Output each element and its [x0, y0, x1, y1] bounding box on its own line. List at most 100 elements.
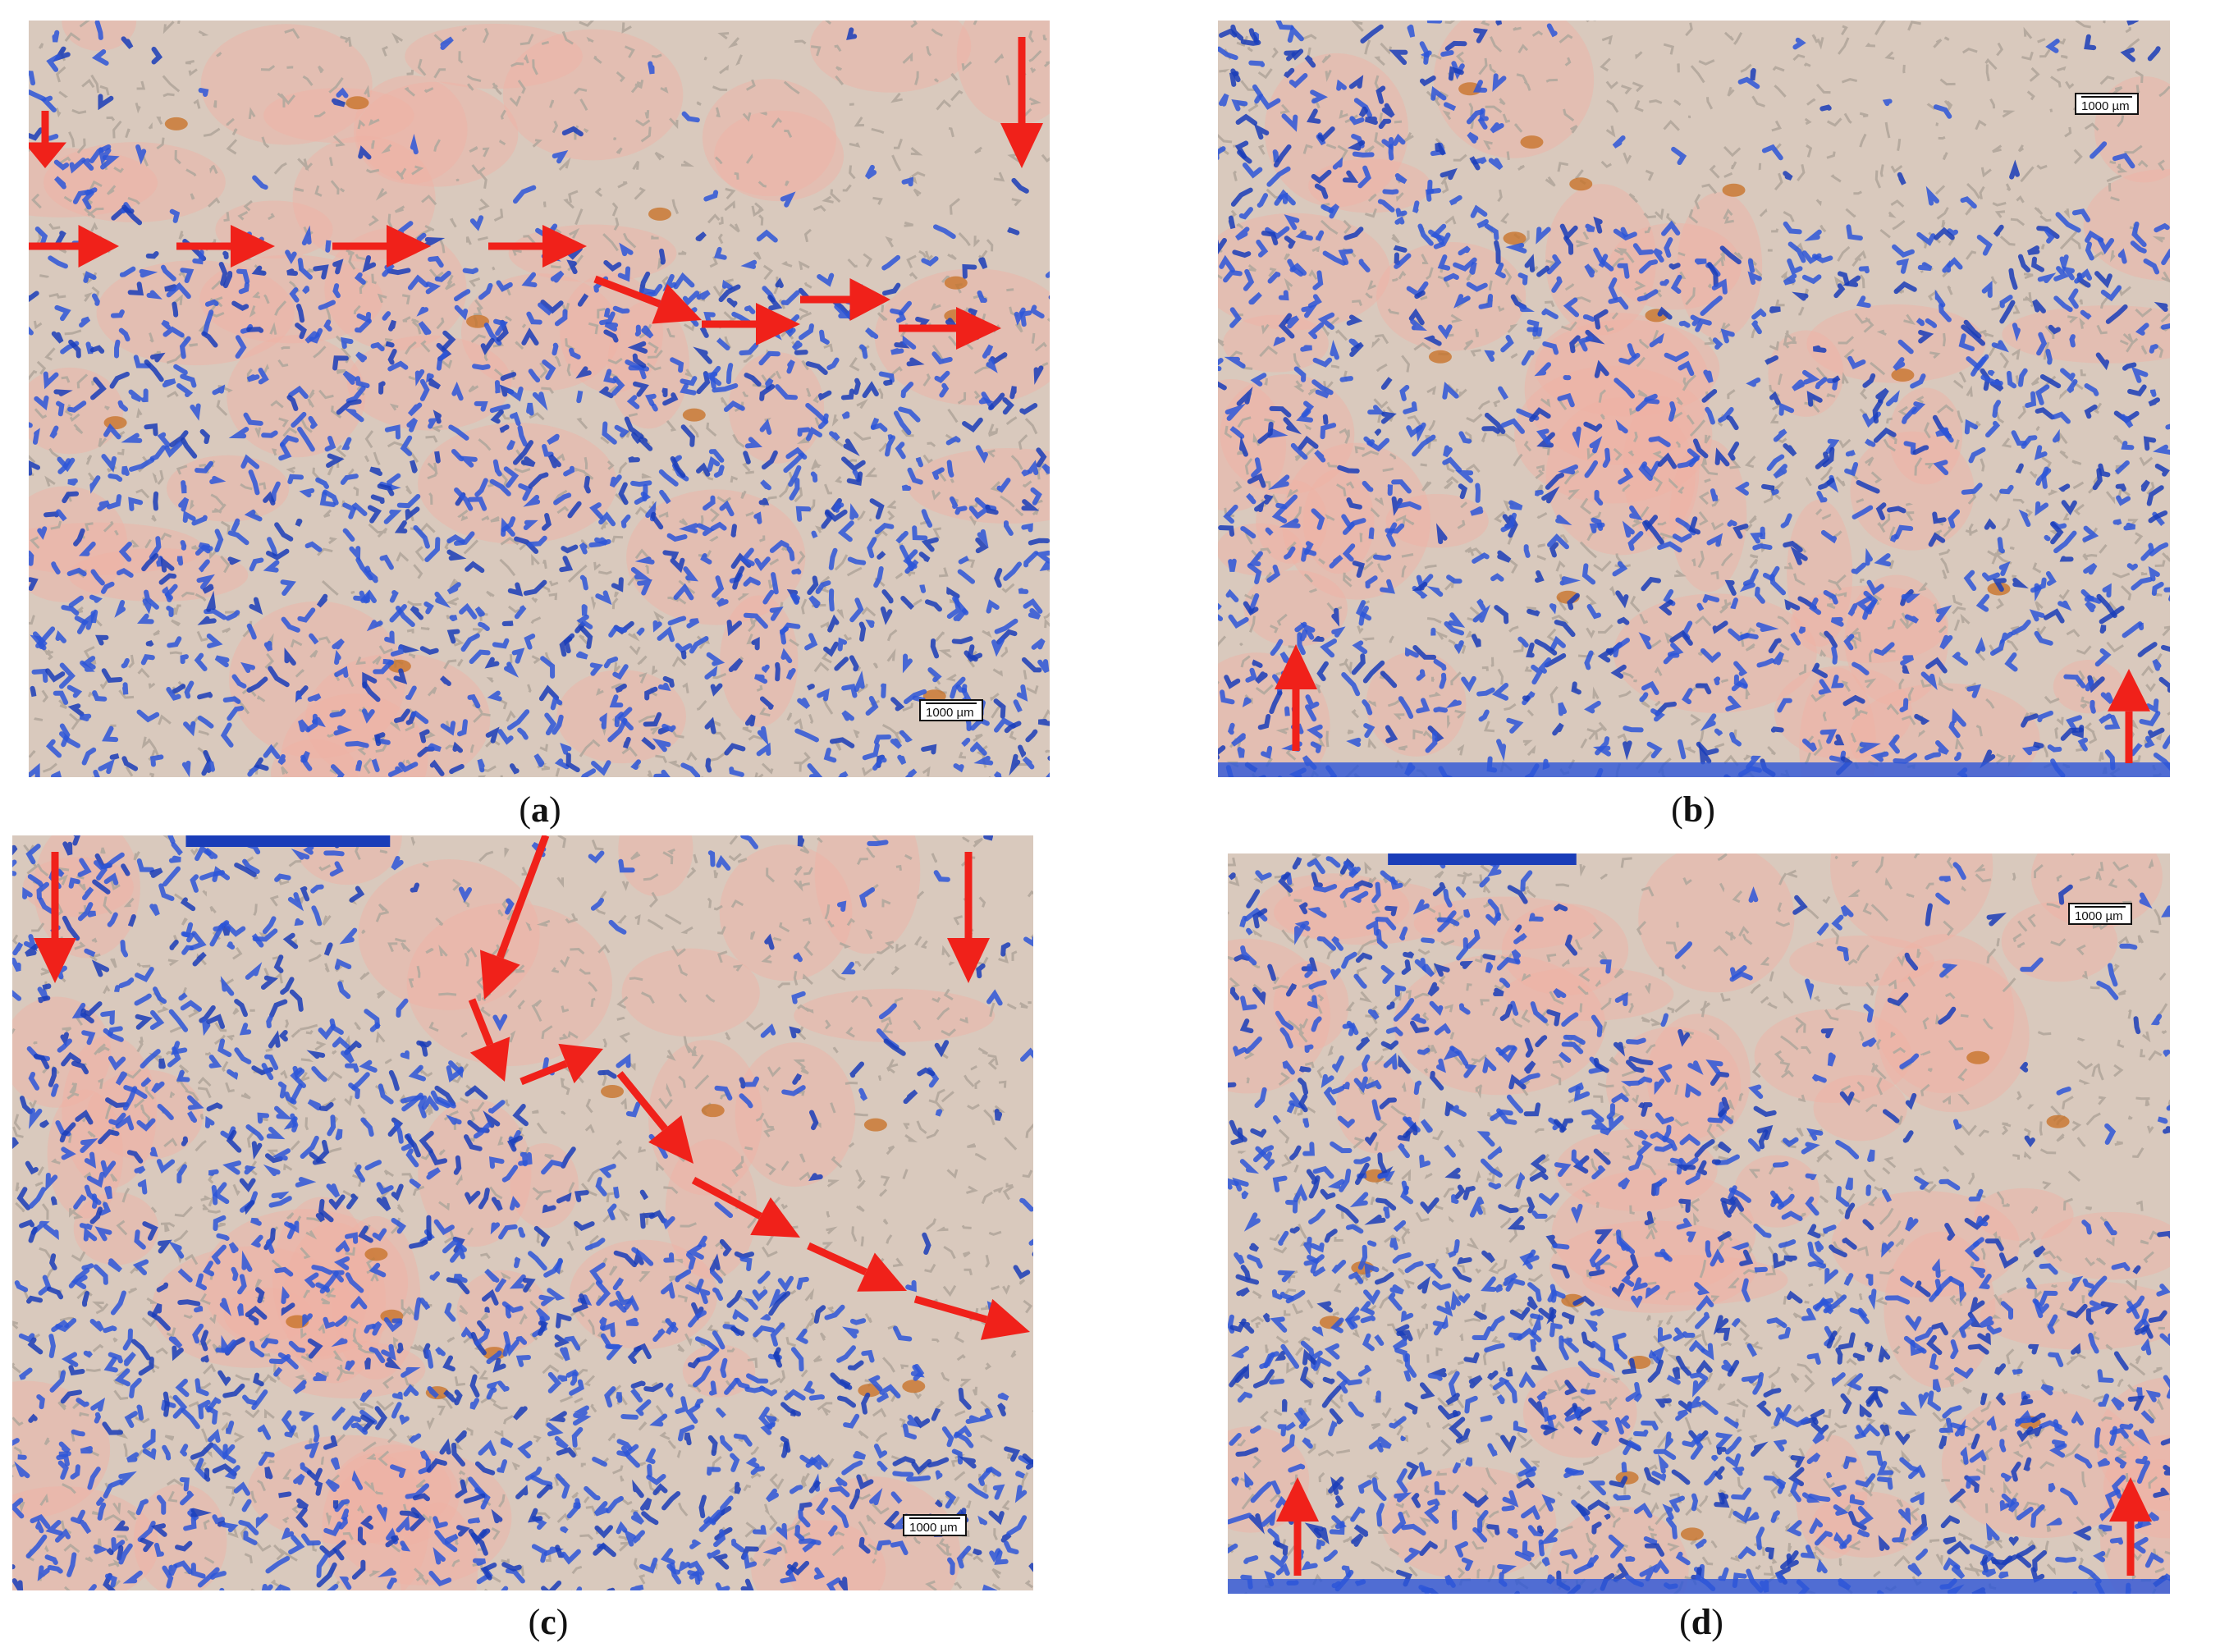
grain-channel	[1481, 666, 1489, 671]
blue-dye-channel	[946, 597, 962, 620]
grain-channel	[677, 964, 689, 977]
blue-dye-channel	[696, 462, 711, 477]
pink-region	[133, 1484, 227, 1590]
blue-dye-channel	[1490, 573, 1504, 582]
grain-channel	[835, 1531, 845, 1536]
grain-channel	[1826, 117, 1842, 127]
grain-channel	[1005, 416, 1018, 425]
blue-dye-channel	[1454, 640, 1464, 655]
grain-channel	[778, 482, 791, 498]
grain-channel	[763, 1128, 775, 1137]
grain-channel	[433, 139, 441, 152]
grain-channel	[973, 390, 981, 400]
grain-channel	[2058, 588, 2070, 601]
grain-channel	[1767, 746, 1776, 756]
grain-channel	[607, 1432, 616, 1442]
blue-dye-channel	[1284, 50, 1301, 62]
grain-channel	[2057, 66, 2067, 72]
blue-dye-channel	[1367, 405, 1386, 415]
blue-dye-channel	[373, 732, 386, 747]
grain-channel	[1475, 328, 1479, 337]
grain-channel	[226, 117, 235, 126]
blue-dye-channel	[222, 921, 246, 937]
grain-channel	[801, 598, 808, 615]
grain-channel	[849, 165, 856, 180]
blue-dye-channel	[382, 263, 395, 277]
grain-channel	[117, 1535, 129, 1542]
blue-dye-channel	[1385, 725, 1398, 744]
grain-channel	[1723, 145, 1742, 158]
grain-channel	[1841, 372, 1849, 384]
blue-dye-channel	[1023, 936, 1033, 947]
grain-channel	[1019, 1002, 1028, 1009]
grain-channel	[1989, 98, 1996, 109]
blue-dye-channel	[1639, 692, 1649, 702]
grain-channel	[420, 340, 431, 353]
grain-channel	[877, 387, 884, 399]
grain-channel	[466, 75, 482, 83]
blue-dye-channel	[640, 288, 656, 297]
blue-dye-channel	[1372, 554, 1392, 561]
blue-dye-channel	[34, 395, 49, 411]
blue-dye-channel	[128, 497, 144, 511]
grain-channel	[2079, 318, 2085, 329]
grain-channel	[482, 28, 489, 43]
grain-channel	[1627, 450, 1635, 457]
grain-channel	[708, 751, 727, 762]
blue-dye-channel	[1397, 501, 1422, 510]
blue-dye-channel	[49, 425, 59, 439]
grain-channel	[327, 465, 334, 476]
blue-dye-channel	[1495, 21, 1503, 26]
blue-dye-channel	[1248, 291, 1262, 305]
blue-dye-channel	[806, 684, 815, 691]
grain-channel	[420, 626, 430, 631]
grain-channel	[1874, 170, 1882, 189]
blue-dye-channel	[1766, 454, 1785, 472]
blue-dye-channel	[1346, 497, 1362, 510]
blue-dye-channel	[1317, 312, 1335, 330]
blue-dye-channel	[121, 36, 134, 49]
grain-channel	[1023, 1299, 1033, 1314]
grain-channel	[195, 593, 207, 602]
grain-channel	[678, 1502, 689, 1517]
grain-channel	[541, 387, 555, 394]
blue-dye-channel	[1257, 713, 1271, 730]
blue-dye-channel	[714, 246, 727, 260]
blue-dye-channel	[1638, 632, 1652, 650]
grain-channel	[29, 369, 38, 381]
blue-dye-channel	[460, 633, 480, 652]
grain-channel	[425, 947, 434, 954]
grain-channel	[410, 1343, 423, 1352]
blue-dye-channel	[1948, 509, 1961, 529]
blue-dye-channel	[1862, 599, 1877, 620]
grain-channel	[613, 137, 617, 141]
blue-dye-channel	[1897, 172, 1906, 185]
blue-dye-channel	[1961, 324, 1986, 346]
grain-channel	[1841, 78, 1858, 84]
blue-dye-channel	[1284, 236, 1296, 249]
grain-channel	[481, 515, 490, 521]
grain-channel	[1826, 393, 1836, 398]
grain-channel	[569, 227, 580, 239]
grain-channel	[777, 982, 790, 989]
blue-dye-channel	[334, 649, 341, 666]
blue-dye-channel	[84, 948, 96, 957]
blue-dye-channel	[2097, 237, 2115, 254]
blue-dye-channel	[43, 371, 59, 390]
blue-dye-channel	[716, 337, 730, 351]
grain-channel	[769, 1377, 781, 1385]
grain-channel	[1811, 34, 1819, 43]
blue-dye-channel	[109, 371, 130, 389]
grain-channel	[754, 202, 762, 214]
grain-channel	[110, 958, 117, 968]
grain-channel	[531, 1004, 542, 1023]
blue-dye-channel	[1491, 682, 1509, 701]
blue-dye-channel	[336, 87, 349, 98]
grain-channel	[831, 1155, 843, 1169]
blue-dye-channel	[793, 952, 803, 963]
grain-channel	[568, 190, 579, 204]
pink-region	[263, 88, 414, 144]
blue-dye-channel	[286, 395, 299, 411]
blue-dye-channel	[756, 229, 778, 243]
blue-dye-channel	[521, 272, 538, 288]
